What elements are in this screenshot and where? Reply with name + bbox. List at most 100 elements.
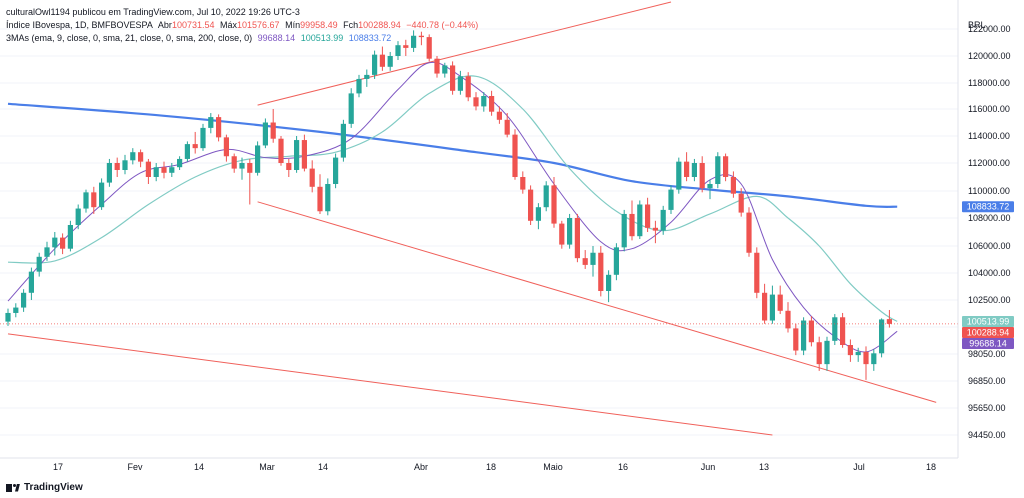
candle [668,185,674,214]
candle [262,118,268,149]
candle-body [153,167,159,177]
price-tick-label: 95650.00 [968,403,1006,413]
symbol-title[interactable]: Índice IBovespa, 1D, BMFBOVESPA [6,20,153,30]
ema9-value: 99688.14 [257,33,296,43]
candle [138,149,144,168]
time-axis[interactable]: 17 Fev 14 Mar 14 Abr 18 Maio 16 Jun 13 Jul 18 [0,457,958,472]
channel-upper-line [257,1,672,106]
candle-body [606,274,612,291]
candle-body [325,184,331,212]
price-tick-label: 112000.00 [968,158,1010,168]
time-tick-label: 14 [194,462,204,472]
candle [543,181,549,212]
candle [200,123,206,151]
high-value: 101576.67 [237,20,280,30]
tradingview-logo[interactable]: TradingView [6,482,83,493]
time-tick-label: 18 [926,462,936,472]
candle [325,178,331,216]
open-value: 100731.54 [171,20,215,30]
candle-body [582,258,588,265]
candle-body [567,218,573,245]
candle-body [886,319,892,324]
candle-body [590,252,596,265]
price-tag-box [962,337,1014,349]
candle [403,39,409,56]
candle-body [762,292,768,321]
candle-body [699,163,705,189]
candle-body [504,119,510,135]
candle [231,153,237,173]
candle-body [457,76,463,91]
candle [777,285,783,315]
candle [520,171,526,194]
candle-body [754,252,760,293]
candle [785,302,791,333]
candle [457,70,463,95]
candle [738,188,744,217]
candle-body [512,134,518,177]
candle [512,129,518,180]
candle-body [801,320,807,351]
candle-body [442,65,448,74]
candle-body [621,213,627,248]
candle-body [364,74,370,79]
candle [379,46,385,71]
candle-body [832,317,838,341]
candle [754,247,760,299]
candle-body [668,189,674,210]
candle-body [286,163,292,170]
candle [75,204,81,230]
ema9-line [7,61,898,353]
candle [426,34,432,62]
candle-body [847,345,853,356]
price-tag-sma200: 108833.72 [962,201,1014,213]
currency-label[interactable]: BRL [968,20,986,30]
price-tick-label: 106000.00 [968,241,1011,251]
candle [5,308,11,326]
candle [504,113,510,138]
sma200-line [7,102,898,208]
price-axis[interactable]: 122000.00 120000.00 118000.00 116000.00 1140… [957,0,1011,458]
candle-body [106,163,112,183]
candle-body [559,223,565,245]
candle [574,213,580,263]
ohlc-legend[interactable]: Índice IBovespa, 1D, BMFBOVESPA Abr10073… [6,20,481,30]
candle-body [216,117,222,138]
candle [317,174,323,214]
candle-body [91,192,97,208]
candle-body [629,213,635,237]
time-tick-label: Abr [414,462,428,472]
candle [177,156,183,170]
ma-label[interactable]: 3MAs (ema, 9, close, 0, sma, 21, close, … [6,33,253,43]
candle-body [871,353,877,365]
candle [559,220,565,249]
candle [411,30,417,52]
ma-legend[interactable]: 3MAs (ema, 9, close, 0, sma, 21, close, … [6,33,394,43]
tradingview-logo-text: TradingView [24,482,83,493]
candle [855,347,861,362]
candle [114,157,120,177]
candle-body [520,177,526,190]
trend-channels [7,1,937,436]
price-tick-label: 102500.00 [968,295,1011,305]
time-tick-label: Mar [259,462,275,472]
candle [122,154,128,175]
price-tag-box [962,326,1014,338]
candle-body [691,163,697,177]
candle [270,109,276,143]
candle [715,152,721,189]
candle [465,72,471,102]
candle [83,189,89,213]
candle [840,312,846,348]
candle [606,270,612,303]
time-tick-label: 13 [759,462,769,472]
candle-body [418,35,424,38]
candlesticks[interactable] [0,30,958,380]
candle-body [83,192,89,209]
candle [676,157,682,194]
candle-body [816,342,822,365]
candle [871,349,877,371]
sma21-line [7,75,898,322]
